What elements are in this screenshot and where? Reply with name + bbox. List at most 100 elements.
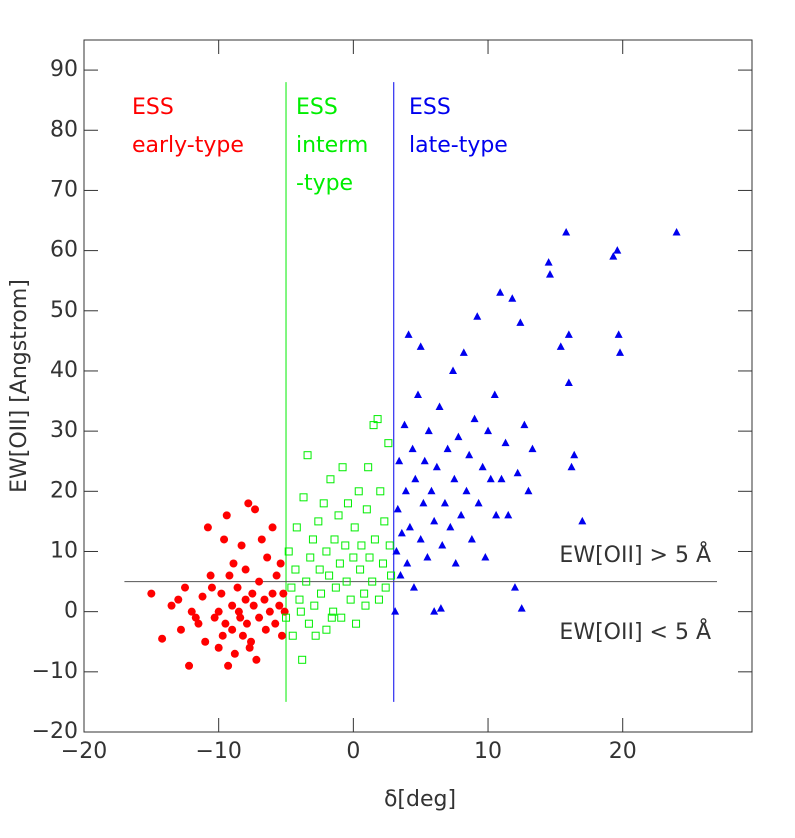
annotation: EW[OII] < 5 Å (559, 618, 711, 645)
point (299, 493, 308, 502)
point (280, 607, 289, 616)
point (174, 595, 183, 604)
point (268, 523, 277, 532)
x-tick-label: −10 (195, 739, 241, 764)
point (245, 643, 254, 652)
point (470, 414, 479, 423)
point (167, 601, 176, 610)
point (234, 607, 243, 616)
point (237, 541, 246, 550)
y-tick-label: −20 (32, 719, 78, 744)
point (496, 288, 505, 296)
point (343, 499, 352, 508)
point (416, 534, 425, 543)
point (492, 510, 501, 519)
point (578, 516, 587, 525)
point (467, 534, 476, 543)
point (334, 511, 343, 520)
y-tick-label: 40 (50, 358, 78, 383)
y-tick-label: 90 (50, 57, 78, 82)
point (276, 559, 285, 568)
point (291, 565, 300, 574)
point (440, 498, 449, 507)
point (360, 589, 369, 598)
point (335, 559, 344, 568)
point (244, 499, 253, 508)
point (228, 601, 237, 610)
point (481, 552, 490, 561)
point (414, 390, 422, 399)
point (311, 631, 320, 640)
point (185, 661, 194, 670)
point (567, 462, 576, 471)
point (181, 583, 190, 592)
point (510, 583, 519, 591)
point (248, 589, 257, 598)
point (260, 595, 269, 604)
point (609, 252, 618, 260)
point (672, 228, 681, 236)
point (396, 571, 405, 579)
point (337, 613, 346, 622)
annotation: ESS (296, 95, 338, 120)
point (474, 498, 483, 507)
point (387, 571, 396, 580)
point (302, 577, 311, 586)
y-tick-label: 30 (50, 418, 78, 443)
point (562, 228, 571, 236)
point (255, 613, 264, 622)
point (513, 468, 522, 477)
point (222, 511, 231, 520)
point (342, 577, 351, 586)
point (373, 415, 382, 424)
point (341, 541, 350, 550)
point (230, 649, 239, 658)
point (306, 553, 315, 562)
point (191, 613, 200, 622)
y-tick-label: 80 (50, 117, 78, 142)
point (408, 444, 417, 453)
point (613, 246, 622, 254)
point (277, 631, 286, 640)
x-tick-label: 0 (346, 739, 360, 764)
point (325, 571, 334, 580)
x-axis-label: δ[deg] (384, 787, 456, 812)
point (284, 547, 293, 556)
point (251, 505, 260, 514)
point (614, 330, 623, 338)
point (176, 625, 185, 634)
point (326, 475, 335, 484)
y-tick-label: 50 (50, 298, 78, 323)
annotation: early-type (132, 133, 244, 158)
point (220, 535, 229, 544)
point (449, 366, 458, 374)
point (346, 595, 355, 604)
point (236, 613, 245, 622)
point (451, 559, 460, 567)
point (446, 522, 455, 531)
point (354, 487, 363, 496)
point (427, 486, 436, 495)
point (338, 463, 347, 472)
point (369, 421, 378, 430)
point (564, 378, 573, 386)
point (504, 510, 513, 519)
point (147, 589, 156, 598)
point (462, 486, 471, 495)
point (380, 517, 389, 526)
point (194, 619, 203, 628)
point (298, 655, 307, 664)
point (438, 540, 447, 549)
point (252, 655, 261, 664)
point (217, 589, 226, 598)
x-tick-label: −20 (61, 739, 107, 764)
point (263, 553, 272, 562)
point (423, 552, 432, 561)
point (497, 474, 506, 483)
point (401, 486, 410, 495)
point (616, 348, 625, 356)
point (322, 547, 331, 556)
point (378, 559, 387, 568)
point (391, 607, 400, 615)
point (517, 604, 526, 612)
